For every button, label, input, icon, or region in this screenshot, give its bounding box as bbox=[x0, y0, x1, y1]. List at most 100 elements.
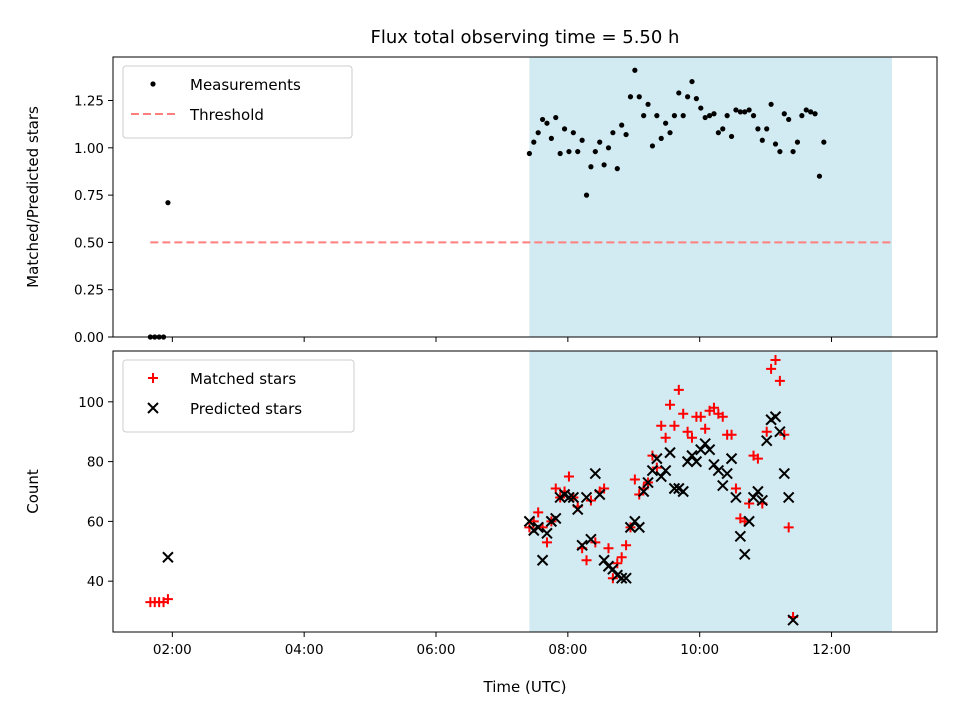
data-point bbox=[730, 491, 742, 504]
data-point bbox=[774, 426, 786, 438]
data-point bbox=[673, 384, 684, 395]
data-point bbox=[531, 139, 537, 145]
data-point bbox=[612, 558, 623, 569]
data-point bbox=[581, 555, 592, 566]
data-point bbox=[760, 434, 773, 447]
data-point bbox=[695, 443, 707, 456]
legend-marker bbox=[148, 373, 158, 383]
data-point bbox=[663, 120, 669, 126]
data-point bbox=[720, 126, 726, 132]
data-point bbox=[721, 467, 733, 480]
data-point bbox=[536, 554, 549, 566]
data-point bbox=[726, 429, 737, 440]
series-predicted-stars bbox=[162, 411, 799, 626]
data-point bbox=[659, 464, 672, 477]
data-point bbox=[734, 530, 747, 543]
data-point bbox=[667, 130, 673, 136]
y-axis-label: Count bbox=[24, 469, 42, 514]
data-point bbox=[708, 402, 719, 413]
data-point bbox=[616, 552, 627, 563]
data-point bbox=[553, 114, 559, 121]
data-point bbox=[703, 443, 716, 456]
data-point bbox=[544, 120, 550, 126]
data-point bbox=[561, 126, 568, 132]
data-point bbox=[676, 90, 682, 96]
data-point bbox=[717, 411, 728, 422]
data-point bbox=[808, 109, 814, 115]
data-point bbox=[585, 533, 597, 546]
data-point bbox=[619, 122, 625, 128]
data-point bbox=[783, 522, 794, 533]
data-point bbox=[550, 512, 562, 525]
data-point bbox=[655, 470, 667, 483]
data-point bbox=[563, 471, 574, 482]
data-point bbox=[678, 408, 689, 419]
data-point bbox=[570, 130, 576, 136]
data-point bbox=[770, 354, 781, 365]
data-point bbox=[632, 67, 638, 73]
data-point bbox=[566, 148, 572, 155]
data-point bbox=[567, 491, 580, 504]
chart-title: Flux total observing time = 5.50 h bbox=[371, 27, 680, 48]
data-point bbox=[589, 467, 602, 480]
legend-marker bbox=[147, 402, 159, 414]
data-point bbox=[580, 491, 593, 504]
y-tick-label: 0.00 bbox=[74, 330, 104, 346]
data-point bbox=[671, 113, 678, 119]
data-point bbox=[680, 113, 686, 119]
data-point bbox=[747, 491, 760, 504]
legend-marker bbox=[150, 81, 156, 87]
data-point bbox=[621, 540, 632, 551]
data-point bbox=[563, 491, 575, 504]
data-point bbox=[743, 515, 755, 528]
data-point bbox=[816, 173, 823, 179]
shaded-interval bbox=[529, 351, 892, 632]
data-point bbox=[685, 94, 691, 100]
data-point bbox=[787, 614, 799, 626]
data-point bbox=[646, 464, 659, 477]
data-point bbox=[162, 551, 174, 563]
data-point bbox=[162, 594, 173, 605]
series-measurements bbox=[147, 67, 827, 340]
y-tick-label: 40 bbox=[87, 574, 104, 590]
y-tick-label: 1.25 bbox=[74, 94, 104, 110]
data-point bbox=[686, 432, 697, 443]
data-point bbox=[712, 464, 725, 477]
legend-entry: Threshold bbox=[189, 106, 264, 124]
data-point bbox=[821, 139, 827, 145]
data-point bbox=[769, 411, 782, 423]
data-point bbox=[656, 420, 667, 431]
y-tick-label: 1.00 bbox=[74, 141, 104, 157]
data-point bbox=[636, 94, 642, 100]
data-point bbox=[715, 130, 721, 136]
data-point bbox=[677, 485, 689, 498]
data-point bbox=[607, 563, 619, 575]
data-point bbox=[615, 572, 628, 584]
data-point bbox=[778, 467, 790, 480]
data-point bbox=[724, 113, 730, 119]
data-point bbox=[699, 437, 711, 450]
data-point bbox=[756, 494, 769, 507]
data-point bbox=[755, 126, 761, 132]
y-tick-label: 60 bbox=[87, 514, 104, 530]
data-point bbox=[681, 455, 694, 468]
data-point bbox=[794, 139, 801, 145]
x-axis-label: Time (UTC) bbox=[483, 678, 567, 696]
legend-box bbox=[122, 359, 355, 433]
legend-entry: Predicted stars bbox=[190, 400, 302, 418]
data-point bbox=[766, 363, 777, 374]
data-point bbox=[658, 135, 664, 141]
data-point bbox=[583, 192, 590, 198]
legend: Measurements Threshold bbox=[122, 65, 353, 139]
data-point bbox=[601, 162, 607, 168]
data-point bbox=[594, 488, 606, 501]
legend-entry: Measurements bbox=[190, 76, 301, 94]
data-point bbox=[695, 411, 706, 422]
data-point bbox=[597, 139, 603, 145]
data-point bbox=[605, 145, 612, 151]
data-point bbox=[739, 548, 751, 560]
data-point bbox=[627, 94, 634, 100]
data-point bbox=[728, 133, 735, 140]
data-point bbox=[535, 130, 541, 136]
data-point bbox=[629, 515, 641, 528]
